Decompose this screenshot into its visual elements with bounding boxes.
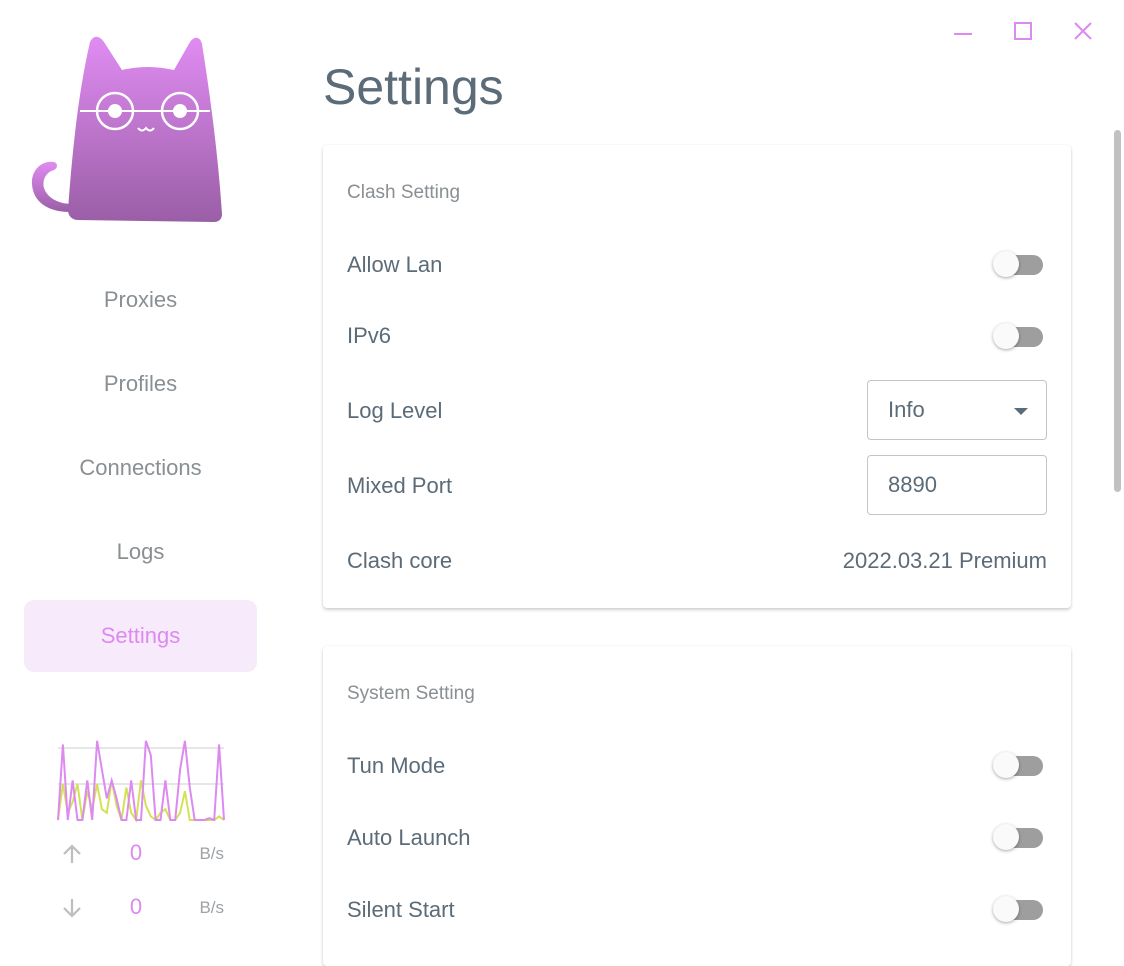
minimize-icon — [954, 33, 972, 35]
arrow-up-icon — [63, 844, 81, 863]
traffic-graph — [57, 740, 225, 823]
auto-launch-toggle[interactable] — [993, 824, 1043, 850]
log-level-value: Info — [888, 397, 925, 422]
download-speed-value: 0 — [129, 894, 143, 919]
clash-setting-card: Clash Setting Allow Lan IPv6 Log Level I… — [323, 145, 1071, 608]
sidebar-item-settings[interactable]: Settings — [24, 600, 257, 672]
minimize-button[interactable] — [948, 16, 978, 46]
close-icon — [1074, 22, 1092, 40]
auto-launch-label: Auto Launch — [347, 825, 471, 850]
scrollbar[interactable] — [1114, 130, 1121, 492]
tun-mode-label: Tun Mode — [347, 753, 446, 778]
cat-logo — [31, 36, 222, 222]
system-setting-card: System Setting Tun Mode Auto Launch Sile… — [323, 646, 1071, 966]
clash-core-version: 2022.03.21 Premium — [842, 548, 1047, 573]
mixed-port-label: Mixed Port — [347, 473, 453, 498]
maximize-button[interactable] — [1008, 16, 1038, 46]
mixed-port-value: 8890 — [888, 472, 937, 497]
ipv6-label: IPv6 — [347, 323, 392, 348]
upload-speed-unit: B/s — [199, 844, 224, 863]
silent-start-label: Silent Start — [347, 897, 455, 922]
card-title: System Setting — [347, 683, 475, 704]
upload-traffic-line — [57, 740, 225, 822]
close-button[interactable] — [1068, 16, 1098, 46]
sidebar-item-logs[interactable]: Logs — [116, 539, 165, 564]
sidebar-item-connections[interactable]: Connections — [79, 455, 202, 480]
upload-speed-row: 0 B/s — [56, 840, 226, 870]
download-speed-row: 0 B/s — [56, 894, 226, 924]
clash-core-label: Clash core — [347, 548, 453, 573]
allow-lan-toggle[interactable] — [993, 251, 1043, 277]
sidebar-item-proxies[interactable]: Proxies — [103, 287, 178, 312]
maximize-icon — [1014, 22, 1032, 40]
mixed-port-input[interactable]: 8890 — [867, 455, 1047, 515]
arrow-down-icon — [63, 899, 81, 918]
log-level-select[interactable]: Info — [867, 380, 1047, 440]
download-speed-unit: B/s — [199, 898, 224, 917]
tun-mode-toggle[interactable] — [993, 752, 1043, 778]
dropdown-caret-icon — [1014, 408, 1028, 415]
sidebar-item-profiles[interactable]: Profiles — [103, 371, 178, 396]
page-title: Settings — [323, 59, 504, 115]
card-title: Clash Setting — [347, 182, 461, 203]
allow-lan-label: Allow Lan — [347, 252, 443, 277]
sidebar: Proxies Profiles Connections Logs Settin… — [0, 0, 282, 937]
log-level-label: Log Level — [347, 398, 443, 423]
upload-speed-value: 0 — [129, 840, 143, 865]
ipv6-toggle[interactable] — [993, 323, 1043, 349]
silent-start-toggle[interactable] — [993, 896, 1043, 922]
